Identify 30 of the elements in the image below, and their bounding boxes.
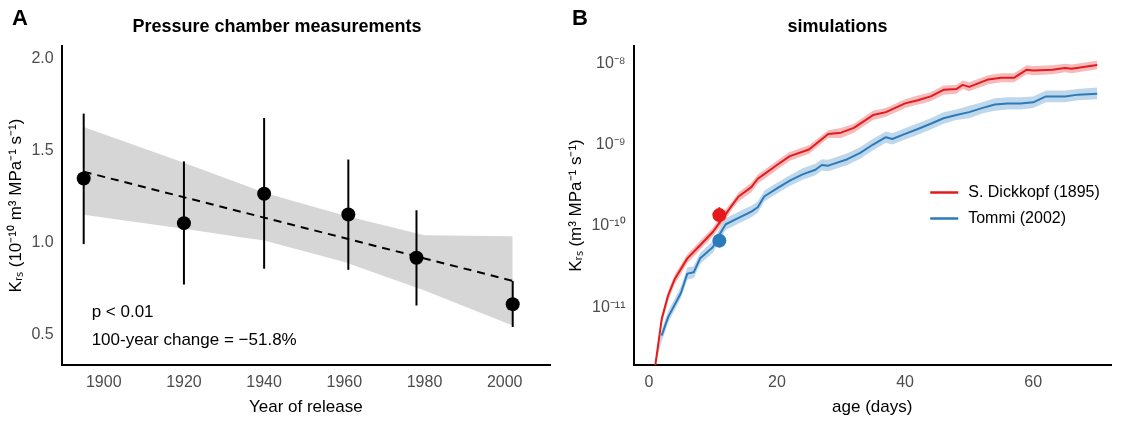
y-tick-label: 0.5 [31, 324, 54, 342]
legend-label: Tommi (2002) [968, 208, 1067, 226]
annotation: 100-year change = −51.8% [91, 330, 297, 350]
x-tick-label: 60 [1024, 373, 1043, 391]
text: A [12, 5, 28, 31]
y-tick-label: 10⁻¹¹ [592, 297, 626, 315]
annotation: p < 0.01 [91, 302, 154, 322]
x-axis-title: age (days) [832, 397, 913, 417]
text: B [572, 5, 588, 31]
legend-label: S. Dickkopf (1895) [968, 182, 1100, 200]
x-tick-label: 1940 [246, 373, 283, 391]
y-tick-label: 2.0 [31, 48, 54, 66]
chart-title: simulations [787, 15, 888, 36]
x-tick-label: 1900 [85, 373, 122, 391]
x-tick-label: 1980 [406, 373, 443, 391]
y-axis-title: Kᵣₛ (10⁻¹⁰ m³ MPa⁻¹ s⁻¹) [5, 118, 25, 293]
x-tick-label: 20 [768, 373, 786, 391]
x-tick-label: 2000 [486, 373, 523, 391]
y-tick-label: 10⁻¹⁰ [591, 216, 626, 234]
y-tick-label: 1.0 [31, 232, 54, 250]
x-tick-label: 1920 [166, 373, 202, 391]
x-tick-label: 1960 [326, 373, 363, 391]
y-tick-label: 1.5 [31, 140, 54, 158]
y-axis-title: Kᵣₛ (m³ MPa⁻¹ s⁻¹) [565, 139, 585, 272]
x-axis-title: Year of release [248, 397, 363, 417]
y-tick-label: 10⁻⁹ [595, 134, 626, 152]
y-tick-label: 10⁻⁸ [595, 53, 626, 71]
chart-title: Pressure chamber measurements [132, 15, 422, 36]
x-tick-label: 40 [896, 373, 915, 391]
x-tick-label: 0 [644, 373, 654, 391]
